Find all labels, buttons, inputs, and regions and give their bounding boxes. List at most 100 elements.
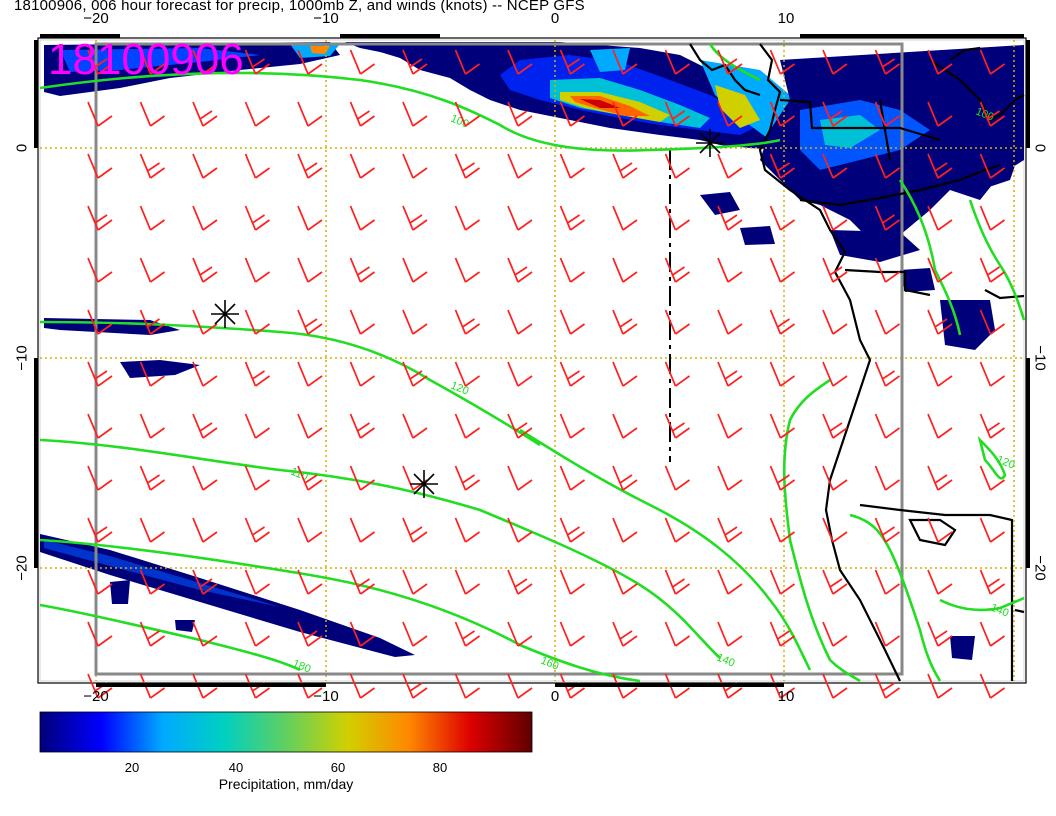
colorbar	[39, 711, 533, 753]
wind-barb	[87, 517, 113, 543]
wind-barb	[139, 257, 165, 283]
lon-tick-bottom: 0	[550, 688, 560, 705]
wind-barb	[612, 257, 638, 283]
wind-barb	[559, 153, 585, 179]
wind-barb	[244, 361, 270, 387]
wind-barb	[244, 257, 270, 283]
lat-tick-left: −10	[13, 345, 31, 371]
wind-barb	[664, 361, 690, 387]
wind-barb	[139, 101, 165, 127]
wind-barb	[979, 205, 1005, 231]
wind-barb	[559, 621, 585, 647]
wind-barb	[717, 49, 743, 75]
lon-tick-bottom: −10	[313, 688, 339, 705]
wind-barb	[664, 517, 690, 543]
asterisk-marker	[696, 129, 724, 157]
wind-barb	[612, 49, 638, 75]
wind-barb	[192, 465, 218, 491]
wind-barb	[822, 205, 848, 231]
wind-barb	[979, 621, 1005, 647]
wind-barb	[244, 569, 270, 595]
wind-barb	[822, 621, 848, 647]
wind-barb	[192, 101, 218, 127]
wind-barb	[769, 205, 795, 231]
wind-barb	[402, 413, 428, 439]
wind-barb	[507, 413, 533, 439]
wind-barb	[402, 257, 428, 283]
wind-barb	[192, 517, 218, 543]
wind-barb	[507, 101, 533, 127]
wind-barb	[717, 257, 743, 283]
wind-barb	[559, 413, 585, 439]
wind-barb	[874, 361, 900, 387]
wind-barb	[979, 101, 1005, 127]
wind-barb	[612, 465, 638, 491]
wind-barb	[507, 673, 533, 699]
wind-barb	[192, 49, 218, 75]
wind-barb	[244, 465, 270, 491]
wind-barb	[612, 517, 638, 543]
wind-barb	[87, 257, 113, 283]
wind-barb	[297, 465, 323, 491]
lat-tick-left: −20	[13, 555, 31, 581]
wind-barb	[297, 569, 323, 595]
wind-barb	[769, 517, 795, 543]
wind-barb	[454, 205, 480, 231]
station-markers	[211, 129, 724, 498]
date-stamp: 18100906	[48, 35, 244, 84]
wind-barb	[297, 361, 323, 387]
wind-barb	[507, 361, 533, 387]
wind-barb	[559, 361, 585, 387]
wind-barb	[349, 673, 375, 699]
wind-barb	[349, 621, 375, 647]
wind-barb	[769, 413, 795, 439]
wind-barb	[139, 621, 165, 647]
colorbar-title: Precipitation, mm/day	[218, 776, 354, 792]
wind-barb	[139, 361, 165, 387]
wind-barb	[874, 569, 900, 595]
lon-tick-top: −20	[83, 10, 109, 27]
wind-barb	[927, 309, 953, 335]
map-inner-border	[39, 39, 1025, 682]
wind-barb	[559, 101, 585, 127]
colorbar-tick: 20	[124, 760, 140, 775]
wind-barb	[244, 101, 270, 127]
wind-barb	[87, 205, 113, 231]
wind-barb	[349, 257, 375, 283]
wind-barb	[507, 257, 533, 283]
asterisk-marker	[211, 300, 239, 328]
wind-barb	[87, 101, 113, 127]
wind-barb	[244, 205, 270, 231]
wind-barb	[664, 101, 690, 127]
wind-barb	[664, 153, 690, 179]
colorbar-tick: 60	[330, 760, 346, 775]
wind-barb	[769, 361, 795, 387]
wind-barb	[87, 361, 113, 387]
wind-barb	[717, 517, 743, 543]
wind-barb	[402, 49, 428, 75]
wind-barb	[192, 257, 218, 283]
wind-barb	[349, 101, 375, 127]
wind-barb	[402, 361, 428, 387]
wind-barb	[822, 49, 848, 75]
wind-barb	[454, 569, 480, 595]
wind-barb	[507, 569, 533, 595]
wind-barb	[454, 361, 480, 387]
domain-box	[94, 42, 904, 676]
wind-barb	[349, 517, 375, 543]
wind-barb	[822, 517, 848, 543]
wind-barb	[139, 465, 165, 491]
wind-barb	[927, 465, 953, 491]
wind-barb	[822, 153, 848, 179]
wind-barb	[297, 309, 323, 335]
wind-barb	[87, 49, 113, 75]
lon-tick-top: 0	[550, 10, 560, 27]
wind-barb	[822, 673, 848, 699]
wind-barb	[927, 205, 953, 231]
wind-barb	[349, 361, 375, 387]
wind-barb	[507, 517, 533, 543]
wind-barb	[612, 621, 638, 647]
wind-barb	[402, 101, 428, 127]
wind-barb	[612, 413, 638, 439]
wind-barb	[559, 49, 585, 75]
